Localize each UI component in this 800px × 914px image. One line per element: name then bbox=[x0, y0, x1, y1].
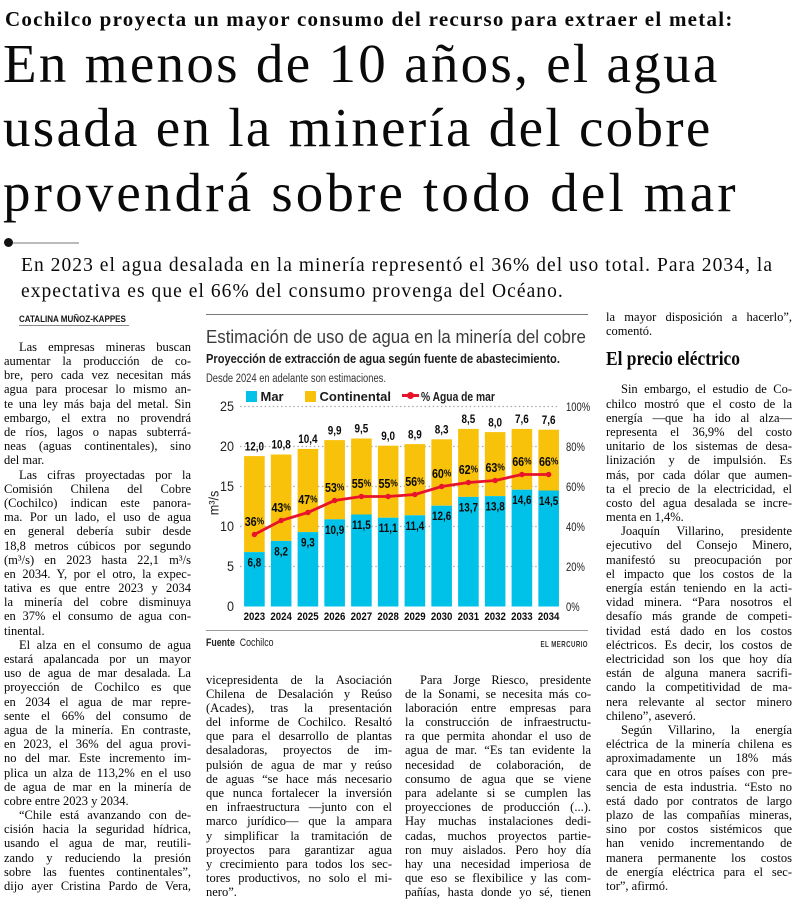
svg-text:13,7: 13,7 bbox=[459, 502, 478, 515]
svg-text:100%: 100% bbox=[566, 401, 590, 414]
svg-text:11,5: 11,5 bbox=[352, 519, 371, 532]
svg-text:15: 15 bbox=[220, 478, 234, 494]
svg-text:9,0: 9,0 bbox=[381, 430, 395, 443]
svg-text:2026: 2026 bbox=[324, 610, 346, 623]
svg-text:8,3: 8,3 bbox=[435, 424, 449, 437]
svg-text:55%: 55% bbox=[352, 476, 371, 491]
svg-text:5: 5 bbox=[227, 558, 234, 574]
svg-text:43%: 43% bbox=[271, 500, 290, 515]
svg-text:2025: 2025 bbox=[297, 610, 319, 623]
svg-text:8,5: 8,5 bbox=[462, 413, 476, 426]
svg-text:55%: 55% bbox=[378, 476, 397, 491]
svg-text:53%: 53% bbox=[325, 480, 344, 495]
svg-text:2033: 2033 bbox=[511, 610, 533, 623]
svg-text:62%: 62% bbox=[459, 462, 478, 477]
svg-text:2030: 2030 bbox=[431, 610, 453, 623]
svg-text:2024: 2024 bbox=[270, 610, 292, 623]
svg-text:66%: 66% bbox=[539, 454, 558, 469]
svg-text:40%: 40% bbox=[566, 521, 585, 534]
svg-text:10,9: 10,9 bbox=[325, 524, 344, 537]
svg-text:66%: 66% bbox=[512, 454, 531, 469]
svg-text:63%: 63% bbox=[485, 460, 504, 475]
svg-text:2028: 2028 bbox=[377, 610, 399, 623]
svg-text:25: 25 bbox=[220, 398, 234, 414]
svg-text:14,5: 14,5 bbox=[539, 495, 558, 508]
svg-text:20%: 20% bbox=[566, 561, 585, 574]
svg-text:7,6: 7,6 bbox=[542, 414, 556, 427]
svg-text:m³/s: m³/s bbox=[206, 490, 222, 515]
svg-text:7,6: 7,6 bbox=[515, 413, 529, 426]
svg-text:12,0: 12,0 bbox=[245, 441, 264, 454]
svg-text:0%: 0% bbox=[566, 601, 580, 614]
svg-text:8,9: 8,9 bbox=[408, 429, 422, 442]
svg-text:8,0: 8,0 bbox=[488, 417, 502, 430]
svg-text:8,2: 8,2 bbox=[274, 546, 288, 559]
svg-text:2034: 2034 bbox=[538, 610, 560, 623]
svg-text:14,6: 14,6 bbox=[512, 494, 531, 507]
svg-text:47%: 47% bbox=[298, 492, 317, 507]
svg-text:60%: 60% bbox=[566, 481, 585, 494]
svg-text:13,8: 13,8 bbox=[486, 501, 505, 514]
svg-text:9,9: 9,9 bbox=[328, 425, 342, 438]
svg-text:12,6: 12,6 bbox=[432, 510, 451, 523]
svg-text:2029: 2029 bbox=[404, 610, 426, 623]
svg-text:10,8: 10,8 bbox=[272, 439, 291, 452]
svg-text:9,5: 9,5 bbox=[355, 423, 369, 436]
svg-text:2023: 2023 bbox=[244, 610, 266, 623]
svg-text:60%: 60% bbox=[432, 466, 451, 481]
svg-text:36%: 36% bbox=[245, 514, 264, 529]
svg-text:2031: 2031 bbox=[458, 610, 480, 623]
svg-text:10,4: 10,4 bbox=[298, 433, 317, 446]
svg-text:20: 20 bbox=[220, 438, 234, 454]
svg-text:2027: 2027 bbox=[351, 610, 373, 623]
svg-text:11,4: 11,4 bbox=[406, 520, 425, 533]
svg-text:9,3: 9,3 bbox=[301, 537, 315, 550]
svg-text:0: 0 bbox=[227, 598, 234, 614]
svg-text:10: 10 bbox=[220, 518, 234, 534]
svg-text:80%: 80% bbox=[566, 441, 585, 454]
svg-text:11,1: 11,1 bbox=[379, 522, 398, 535]
svg-text:6,8: 6,8 bbox=[248, 557, 262, 570]
svg-text:56%: 56% bbox=[405, 474, 424, 489]
svg-text:2032: 2032 bbox=[484, 610, 506, 623]
